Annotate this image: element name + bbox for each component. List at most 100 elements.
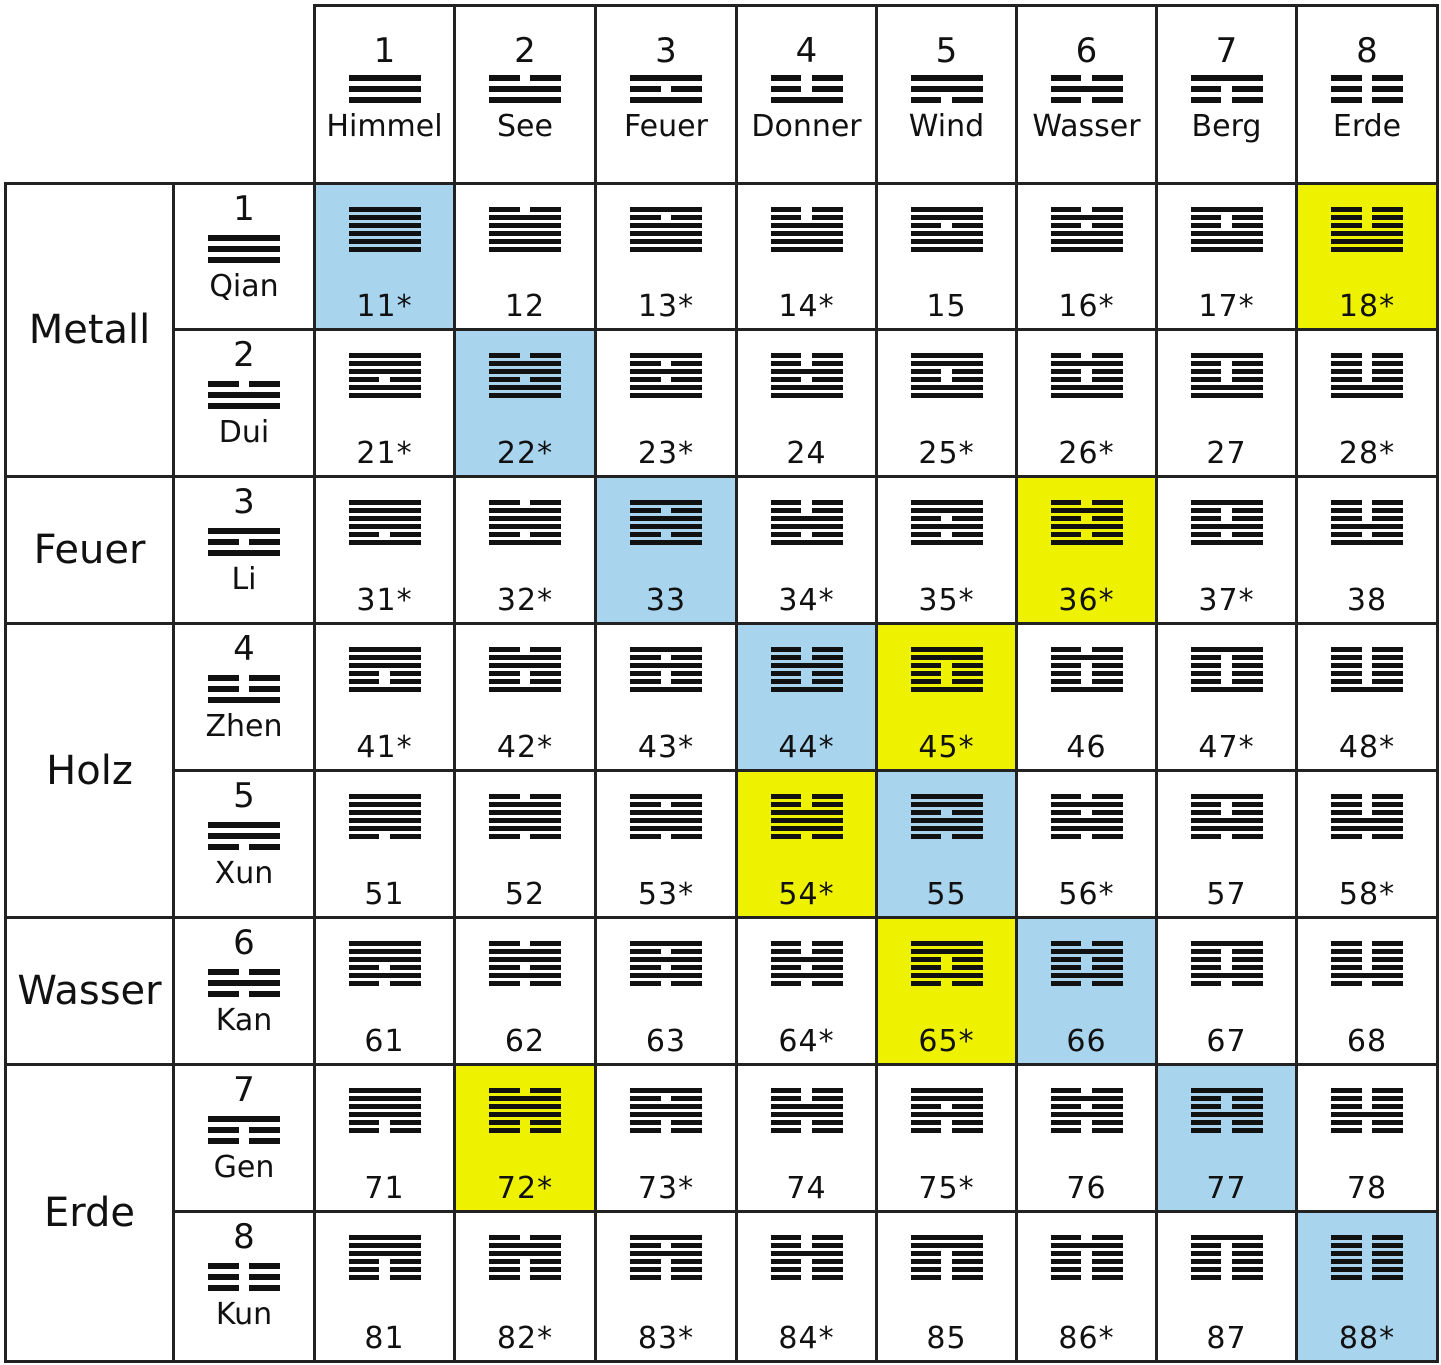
yang-line: [1331, 385, 1403, 390]
yang-line: [1331, 239, 1403, 244]
yin-line: [630, 655, 702, 660]
yang-line: [348, 75, 421, 81]
yang-line: [348, 802, 421, 807]
yin-line: [1190, 1267, 1263, 1272]
yin-line: [348, 671, 421, 676]
hexagram-cell: 33: [594, 475, 738, 625]
yin-line: [630, 1120, 702, 1125]
yang-line: [770, 97, 843, 103]
yang-line: [1190, 687, 1263, 692]
row-name: Dui: [218, 415, 270, 450]
yin-line: [770, 794, 843, 799]
yang-line: [348, 353, 421, 358]
hexagram-cell: 75*: [875, 1063, 1018, 1213]
yin-line: [910, 1251, 983, 1256]
yang-line: [910, 647, 983, 652]
trigram-symbol: [208, 235, 280, 263]
hexagram-symbol: [910, 794, 983, 842]
yang-line: [770, 957, 843, 962]
yin-line: [1331, 508, 1403, 513]
yin-line: [630, 86, 702, 92]
yang-line: [489, 663, 561, 668]
hexagram-cell: 58*: [1295, 769, 1439, 919]
yin-line: [1050, 1120, 1123, 1125]
yin-line: [489, 941, 561, 946]
hexagram-number: 41*: [356, 730, 413, 765]
hexagram-symbol: [1331, 500, 1403, 548]
hexagram-number: 48*: [1338, 730, 1396, 765]
yin-line: [208, 969, 280, 975]
yin-line: [1331, 663, 1403, 668]
hexagram-number: 16*: [1058, 289, 1115, 324]
yang-line: [1050, 802, 1123, 807]
row-header-kun: 8 Kun: [172, 1210, 316, 1363]
trigram-symbol: [208, 528, 280, 556]
hexagram-cell: 38: [1295, 475, 1439, 625]
hexagram-number: 52: [504, 877, 546, 912]
yang-line: [1190, 207, 1263, 212]
hexagram-number: 53*: [637, 877, 695, 912]
yang-line: [1050, 687, 1123, 692]
hexagram-symbol: [1050, 794, 1123, 842]
yang-line: [910, 818, 983, 823]
row-number: 2: [233, 335, 255, 375]
yang-line: [1050, 1243, 1123, 1248]
yin-line: [1050, 941, 1123, 946]
yin-line: [630, 1243, 702, 1248]
hexagram-symbol: [1050, 1235, 1123, 1283]
yang-line: [910, 949, 983, 954]
yang-line: [489, 86, 561, 92]
hexagram-cell: 43*: [594, 622, 738, 772]
hexagram-symbol: [910, 1235, 983, 1283]
yang-line: [1050, 818, 1123, 823]
hexagram-number: 51: [364, 877, 405, 912]
yang-line: [348, 1104, 421, 1109]
yang-line: [1190, 500, 1263, 505]
yin-line: [1050, 532, 1123, 537]
hexagram-number: 35*: [918, 583, 975, 618]
hexagram-number: 81: [364, 1321, 405, 1356]
column-header-donner: 4 Donner: [735, 4, 878, 185]
yang-line: [630, 75, 702, 81]
yin-line: [348, 1267, 421, 1272]
yin-line: [1050, 1259, 1123, 1264]
column-number: 6: [1075, 31, 1098, 71]
yang-line: [630, 957, 702, 962]
yang-line: [489, 949, 561, 954]
yang-line: [1190, 1235, 1263, 1240]
hexagram-number: 67: [1206, 1024, 1247, 1059]
hexagram-number: 56*: [1058, 877, 1115, 912]
yin-line: [770, 941, 843, 946]
yin-line: [489, 1120, 561, 1125]
yang-line: [489, 385, 561, 390]
yang-line: [348, 239, 421, 244]
hexagram-symbol: [1331, 207, 1403, 255]
yin-line: [770, 532, 843, 537]
column-header-wind: 5 Wind: [875, 4, 1018, 185]
yin-line: [1050, 647, 1123, 652]
yang-line: [770, 393, 843, 398]
hexagram-symbol: [630, 207, 702, 255]
yang-line: [348, 687, 421, 692]
yang-line: [348, 655, 421, 660]
hexagram-cell: 26*: [1015, 328, 1158, 478]
hexagram-symbol: [348, 941, 421, 989]
hexagram-number: 72*: [496, 1171, 554, 1206]
hexagram-symbol: [489, 1088, 561, 1136]
yang-line: [910, 1235, 983, 1240]
hexagram-cell: 63: [594, 916, 738, 1066]
yang-line: [348, 207, 421, 212]
trigram-symbol: [1190, 75, 1263, 103]
column-header-berg: 7 Berg: [1155, 4, 1298, 185]
yang-line: [208, 528, 280, 534]
row-header-zhen: 4 Zhen: [172, 622, 316, 772]
yin-line: [489, 500, 561, 505]
yin-line: [1190, 671, 1263, 676]
hexagram-number: 21*: [356, 436, 413, 471]
yin-line: [489, 75, 561, 81]
yin-line: [1190, 532, 1263, 537]
yin-line: [770, 1088, 843, 1093]
hexagram-cell: 66: [1015, 916, 1158, 1066]
yang-line: [910, 655, 983, 660]
yin-line: [1050, 957, 1123, 962]
